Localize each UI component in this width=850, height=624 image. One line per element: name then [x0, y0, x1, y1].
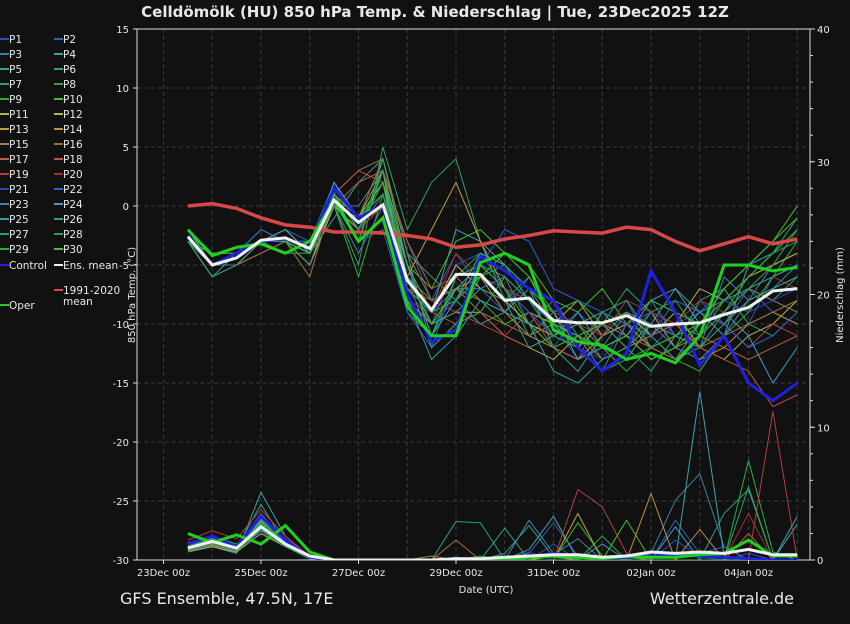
x-tick-label: 23Dec 00z: [137, 568, 190, 579]
legend-label-p18: P18: [63, 154, 83, 166]
y-axis-right-label: Niederschlag (mm): [835, 247, 846, 343]
footer-source: GFS Ensemble, 47.5N, 17E: [120, 589, 333, 608]
y-tick-label: 5: [123, 143, 129, 154]
footer-site: Wetterzentrale.de: [650, 589, 794, 608]
precip-line-p19: [187, 411, 798, 560]
x-tick-label: 04Jan 00z: [724, 568, 773, 579]
y-right-tick-label: 30: [817, 158, 830, 169]
legend-label-p11: P11: [9, 109, 29, 121]
y-tick-label: 15: [116, 25, 129, 36]
legend-label-p17: P17: [9, 154, 29, 166]
y-tick-label: 10: [116, 84, 129, 95]
legend-label-p29: P29: [9, 244, 29, 256]
x-tick-label: 02Jan 00z: [626, 568, 675, 579]
legend-label-p25: P25: [9, 214, 29, 226]
y-tick-label: -20: [113, 438, 129, 449]
legend-label-p16: P16: [63, 139, 83, 151]
legend-label-climatology-line1: 1991-2020: [63, 285, 120, 297]
legend-label-ens-mean: Ens. mean: [63, 260, 118, 272]
x-tick-label: 29Dec 00z: [429, 568, 482, 579]
legend-label-p20: P20: [63, 169, 83, 181]
legend-label-p1: P1: [9, 34, 22, 46]
legend-label-p26: P26: [63, 214, 83, 226]
legend-label-p12: P12: [63, 109, 83, 121]
legend-label-p21: P21: [9, 184, 29, 196]
legend-label-oper: Oper: [9, 300, 35, 312]
y-right-tick-label: 0: [817, 556, 823, 567]
legend-label-p6: P6: [63, 64, 76, 76]
legend-label-climatology: 1991-2020 mean: [63, 285, 120, 308]
y-tick-label: -5: [119, 261, 129, 272]
legend-label-p4: P4: [63, 49, 76, 61]
legend-label-p22: P22: [63, 184, 83, 196]
legend-label-p27: P27: [9, 229, 29, 241]
climatology-line: [187, 201, 798, 253]
temp-line-ens-mean: [186, 197, 798, 328]
chart-title: Celldömölk (HU) 850 hPa Temp. & Niedersc…: [141, 3, 729, 22]
legend-label-p9: P9: [9, 94, 22, 106]
legend-label-p2: P2: [63, 34, 76, 46]
legend-label-p10: P10: [63, 94, 83, 106]
plot-area: [186, 146, 799, 560]
precip-line-p28: [187, 528, 798, 560]
precip-line-ens-mean: [187, 524, 798, 560]
y-right-tick-label: 20: [817, 291, 830, 302]
x-tick-label: 25Dec 00z: [234, 568, 287, 579]
legend-label-p5: P5: [9, 64, 22, 76]
legend-label-p24: P24: [63, 199, 83, 211]
legend-label-p8: P8: [63, 79, 76, 91]
legend-label-p3: P3: [9, 49, 22, 61]
legend-label-p23: P23: [9, 199, 29, 211]
legend-label-p19: P19: [9, 169, 29, 181]
legend-label-climatology-line2: mean: [63, 296, 93, 308]
y-tick-label: -30: [113, 556, 129, 567]
y-right-tick-label: 10: [817, 423, 830, 434]
plot-frame-bg: [137, 29, 810, 560]
x-tick-label: 31Dec 00z: [527, 568, 580, 579]
series-group: [186, 146, 799, 560]
grid: [137, 29, 810, 560]
x-axis-label: Date (UTC): [459, 585, 514, 596]
y-tick-label: -10: [113, 320, 129, 331]
legend-label-control: Control: [9, 260, 47, 272]
legend: P1 P2 P3 P4 P5 P6 P7 P8 P9 P10 P11 P12 P13 P14 P15 P16 P…: [0, 34, 120, 312]
y-right-tick-label: 40: [817, 25, 830, 36]
axes: 15 10 5 0 -5 -10 -15 -20 -25 -30 40 30 20 10 0 23Dec 00…: [113, 25, 830, 579]
legend-label-p13: P13: [9, 124, 29, 136]
legend-label-p7: P7: [9, 79, 22, 91]
y-tick-label: 0: [123, 202, 129, 213]
y-tick-label: -15: [113, 379, 129, 390]
y-axis-label: 850 hPa Temp. (°C): [127, 247, 138, 343]
legend-label-p14: P14: [63, 124, 83, 136]
legend-label-p30: P30: [63, 244, 83, 256]
temp-line-oper: [186, 197, 798, 365]
legend-label-p28: P28: [63, 229, 83, 241]
y-tick-label: -25: [113, 497, 129, 508]
x-tick-label: 27Dec 00z: [332, 568, 385, 579]
legend-label-p15: P15: [9, 139, 29, 151]
